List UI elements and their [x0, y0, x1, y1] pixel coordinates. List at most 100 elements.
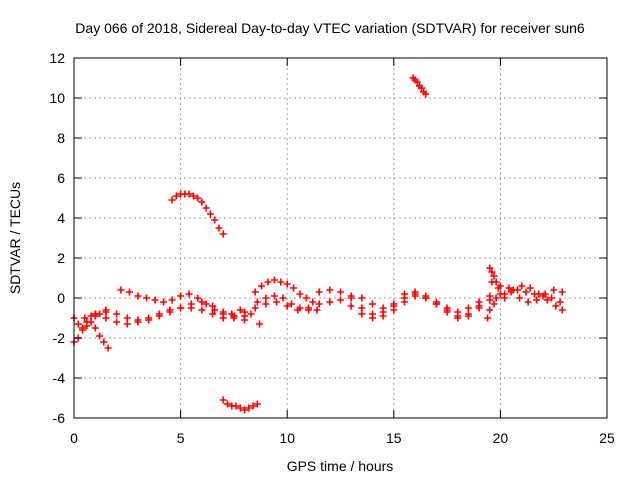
data-point [245, 404, 253, 412]
data-point [558, 288, 566, 296]
data-point [194, 294, 202, 302]
data-point [117, 286, 125, 294]
data-point [558, 306, 566, 314]
y-tick-label: 10 [49, 90, 65, 106]
y-tick-label: 4 [57, 210, 65, 226]
data-point [283, 302, 291, 310]
data-point [185, 290, 193, 298]
data-point [390, 302, 398, 310]
data-point [379, 312, 387, 320]
data-point [232, 402, 240, 410]
data-point [253, 298, 261, 306]
x-tick-label: 5 [177, 430, 185, 446]
data-point [533, 296, 541, 304]
data-point [556, 298, 564, 306]
data-point [296, 290, 304, 298]
data-point [490, 272, 498, 280]
x-tick-label: 0 [70, 430, 78, 446]
data-point [241, 308, 249, 316]
data-point [541, 290, 549, 298]
data-point [302, 294, 310, 302]
data-point [552, 302, 560, 310]
data-point [134, 292, 142, 300]
data-point [358, 310, 366, 318]
data-point [501, 290, 509, 298]
series-outliers-a [241, 310, 263, 328]
data-point [145, 316, 153, 324]
data-point [315, 300, 323, 308]
data-point [251, 304, 259, 312]
data-point [379, 304, 387, 312]
data-point [283, 280, 291, 288]
series-band-e [251, 276, 317, 306]
data-point [279, 294, 287, 302]
data-point [337, 288, 344, 296]
data-point [326, 286, 334, 294]
data-point [224, 400, 232, 408]
series-band-k [492, 282, 566, 314]
series-outliers-b [484, 300, 498, 322]
data-point [96, 332, 104, 340]
data-point [526, 284, 534, 292]
data-point [177, 292, 185, 300]
data-point [187, 300, 195, 308]
data-point [168, 296, 176, 304]
data-point [492, 294, 500, 302]
data-point [142, 294, 150, 302]
data-point [113, 318, 121, 326]
y-tick-label: -4 [53, 370, 66, 386]
series-band-l [507, 286, 566, 306]
data-point [464, 304, 472, 312]
data-point [358, 294, 366, 302]
data-point [550, 286, 558, 294]
data-point [518, 282, 526, 290]
y-tick-label: 2 [57, 250, 65, 266]
data-point [422, 292, 430, 300]
data-point [548, 294, 556, 302]
data-point [168, 196, 176, 204]
data-point [277, 278, 285, 286]
x-tick-label: 10 [279, 430, 295, 446]
data-point [202, 204, 210, 212]
data-point [432, 298, 440, 306]
data-point [264, 278, 272, 286]
data-point [287, 300, 295, 308]
data-point [516, 294, 524, 302]
data-point [347, 302, 355, 310]
data-point [413, 78, 421, 86]
data-point [219, 310, 227, 318]
y-tick-label: -2 [53, 330, 66, 346]
data-point [209, 310, 217, 318]
y-tick-label: 12 [49, 50, 65, 66]
tick-labels: 0 5 10 15 20 25 -6 -4 -2 0 2 4 6 8 10 12 [49, 50, 615, 446]
data-point [475, 298, 483, 306]
data-point [411, 290, 419, 298]
x-tick-label: 15 [386, 430, 402, 446]
chart-title: Day 066 of 2018, Sidereal Day-to-day VTE… [75, 20, 585, 36]
data-point [270, 276, 278, 284]
data-point [258, 282, 266, 290]
data-point [236, 306, 244, 314]
data-point [247, 310, 255, 318]
data-points [70, 74, 566, 414]
series-band-c [117, 286, 244, 318]
y-tick-label: 6 [57, 170, 65, 186]
series-arc-high [409, 74, 430, 98]
data-point [230, 312, 238, 320]
data-point [219, 230, 227, 238]
data-point [490, 300, 498, 308]
data-point [102, 306, 110, 314]
data-point [241, 316, 249, 324]
data-point [422, 90, 430, 98]
x-axis-label: GPS time / hours [287, 458, 394, 474]
data-point [206, 210, 214, 218]
data-point [236, 404, 244, 412]
data-point [443, 304, 451, 312]
x-tick-label: 20 [493, 430, 509, 446]
data-point [123, 314, 131, 322]
data-point [262, 300, 270, 308]
data-point [198, 306, 206, 314]
axis-ticks [73, 57, 608, 419]
data-point [79, 326, 87, 334]
data-point [486, 292, 494, 300]
